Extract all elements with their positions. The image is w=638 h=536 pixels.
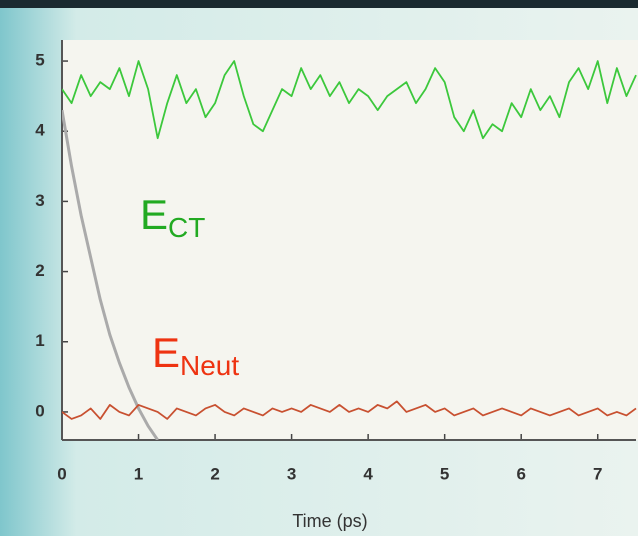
y-tick-label: 2 xyxy=(35,261,44,280)
x-tick-label: 3 xyxy=(287,464,296,483)
x-tick-label: 0 xyxy=(57,464,66,483)
y-tick-label: 0 xyxy=(35,401,44,420)
x-tick-label: 4 xyxy=(363,464,373,483)
top-bar xyxy=(0,0,638,8)
annotation-main: E xyxy=(152,329,180,376)
y-tick-label: 5 xyxy=(35,51,44,70)
x-tick-label: 2 xyxy=(210,464,219,483)
x-tick-label: 6 xyxy=(516,464,525,483)
annotation-sub: Neut xyxy=(180,350,239,381)
y-tick-label: 3 xyxy=(35,191,44,210)
annotation-main: E xyxy=(140,191,168,238)
x-tick-label: 1 xyxy=(134,464,143,483)
x-tick-label: 7 xyxy=(593,464,602,483)
y-tick-label: 4 xyxy=(35,121,45,140)
annotation-sub: CT xyxy=(168,212,205,243)
x-tick-label: 5 xyxy=(440,464,449,483)
chart: Time (ps) 01234501234567ECTENeut xyxy=(0,0,638,536)
x-axis-label: Time (ps) xyxy=(292,511,367,531)
y-tick-label: 1 xyxy=(35,331,44,350)
